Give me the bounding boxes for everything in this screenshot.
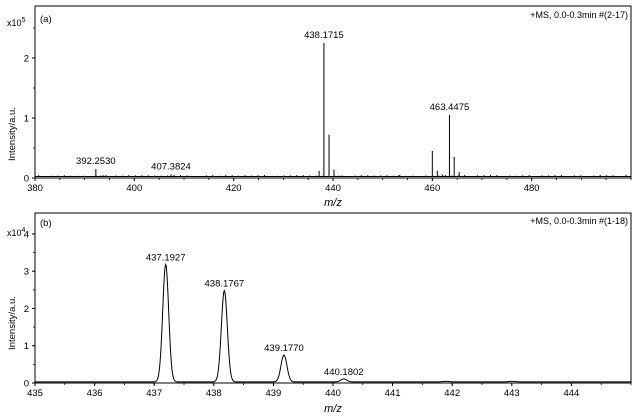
peak-label-b-3: 440.1802 [324,367,364,378]
x-tick-label-b-9: 444 [563,388,579,399]
peak-label-a-1: 407.3824 [151,161,191,172]
peak-label-b-1: 438.1767 [205,279,245,290]
x-tick-label-a-5: 480 [524,183,540,194]
axis-ticks-a: 380 400 420 440 460 480 0 1 2 [24,27,632,194]
panel-label-b: (b) [40,218,52,229]
y-axis-label-b: Intensity/a.u. [7,296,18,350]
x-tick-label-b-0: 435 [27,388,43,399]
scale-factor-b: x104 [7,227,26,238]
acquisition-annotation-b: +MS, 0.0-0.3min #(1-18) [530,216,628,226]
x-axis-label-a: m/z [324,197,342,209]
x-tick-label-b-4: 439 [265,388,281,399]
scale-factor-a: x105 [7,17,26,28]
y-tick-label-a-2: 2 [24,54,29,65]
x-tick-label-b-7: 442 [444,388,460,399]
axis-ticks-b: 435 436 437 438 439 440 441 442 443 444 0 1 2 3 4 [24,229,632,399]
y-tick-label-b-3: 3 [24,267,29,278]
x-axis-label-b: m/z [324,403,342,415]
acquisition-annotation-a: +MS, 0.0-0.3min #(2-17) [530,10,628,20]
x-tick-label-b-3: 438 [206,388,222,399]
x-tick-label-a-3: 440 [325,183,341,194]
panel-label-a: (a) [40,14,52,25]
peak-label-a-0: 392.2530 [76,156,116,167]
spectrum-panel-a: (a) +MS, 0.0-0.3min #(2-17) x105 Intensi… [7,5,632,209]
spectrum-trace-b [35,262,631,383]
y-tick-label-b-2: 2 [24,304,29,315]
scale-base-a: x10 [7,18,22,28]
y-tick-label-b-0: 0 [24,379,29,390]
y-tick-label-b-1: 1 [24,341,29,352]
y-tick-label-a-0: 0 [24,174,29,185]
spectrum-panel-b: (b) +MS, 0.0-0.3min #(1-18) x104 Intensi… [7,212,632,415]
spectrum-trace-a [35,43,631,177]
peak-labels-b: 437.1927 438.1767 439.1770 440.1802 [146,253,364,378]
peak-label-b-2: 439.1770 [264,343,304,354]
scale-exponent-b: 4 [22,227,26,234]
y-tick-label-a-1: 1 [24,114,29,125]
x-tick-label-b-8: 443 [504,388,520,399]
x-tick-label-b-6: 441 [385,388,401,399]
y-tick-label-b-4: 4 [24,229,29,240]
scale-base-b: x10 [7,228,22,238]
x-tick-label-b-2: 437 [146,388,162,399]
x-tick-label-a-0: 380 [27,183,43,194]
peak-label-a-3: 463.4475 [430,102,470,113]
scale-exponent-a: 5 [22,17,26,24]
x-tick-label-b-1: 436 [87,388,103,399]
x-tick-label-a-2: 420 [226,183,242,194]
x-tick-label-a-4: 460 [424,183,440,194]
peak-label-b-0: 437.1927 [146,253,186,264]
y-axis-label-a: Intensity/a.u. [7,107,18,161]
x-tick-label-a-1: 400 [126,183,142,194]
peak-labels-a: 392.2530 407.3824 438.1715 463.4475 [76,30,469,172]
x-tick-label-b-5: 440 [325,388,341,399]
peak-label-a-2: 438.1715 [304,30,344,41]
